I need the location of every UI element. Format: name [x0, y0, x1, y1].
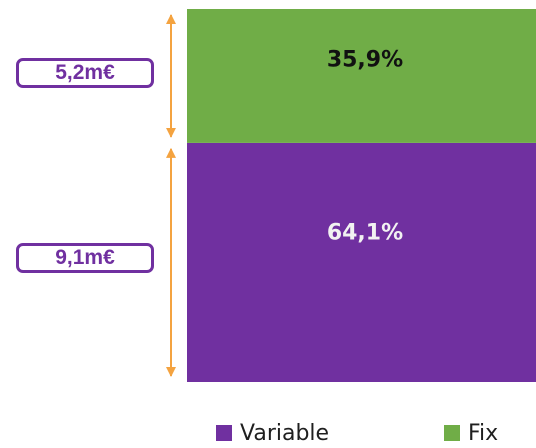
legend-swatch-variable — [216, 425, 232, 441]
bar-segment-variable — [187, 142, 536, 382]
data-label-variable: 64,1% — [327, 220, 403, 245]
bar-segment-fix — [187, 9, 536, 143]
labels-layer: 64,1% 35,9% — [327, 48, 403, 246]
legend-label-fix: Fix — [468, 420, 499, 446]
value-box-variable: 9,1m€ — [16, 242, 154, 273]
data-label-fix: 35,9% — [327, 48, 403, 73]
legend-swatch-fix — [444, 425, 460, 441]
legend-item-fix: Fix — [444, 420, 498, 446]
value-box-fix: 5,2m€ — [16, 58, 154, 89]
bars-layer — [187, 9, 536, 382]
legend-label-variable: Variable — [240, 420, 330, 446]
legend-item-variable: Variable — [216, 420, 329, 446]
